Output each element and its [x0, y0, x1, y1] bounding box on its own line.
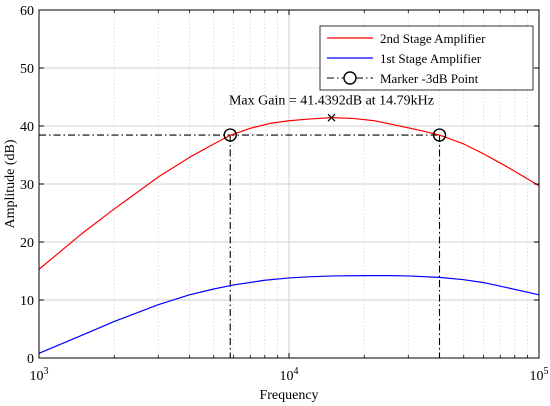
- y-tick-label: 30: [20, 178, 34, 193]
- max-gain-cross-stroke: [327, 113, 336, 122]
- grid: [39, 10, 539, 358]
- x-tick-exponent: 4: [294, 366, 299, 377]
- x-axis-label: Frequency: [259, 388, 318, 403]
- x-tick-base: 10: [30, 369, 44, 384]
- legend-marker-circle-icon: [343, 71, 357, 85]
- x-tick-label: 105: [530, 366, 549, 384]
- series-line-2nd-stage: [38, 117, 540, 270]
- x-tick-label: 103: [30, 366, 49, 384]
- max-gain-annotation: Max Gain = 41.4392dB at 14.79kHz: [229, 94, 434, 109]
- legend-label-2nd-stage: 2nd Stage Amplifier: [380, 31, 486, 46]
- x-tick-exponent: 3: [44, 366, 49, 377]
- y-tick-label: 20: [20, 236, 34, 251]
- legend-label-marker: Marker -3dB Point: [380, 71, 479, 86]
- y-tick-label: 10: [20, 294, 34, 309]
- x-tick-base: 10: [280, 369, 294, 384]
- y-axis-label: Amplitude (dB): [3, 139, 18, 228]
- marker-3db-point: [223, 128, 237, 142]
- plot-data: [38, 113, 540, 358]
- y-tick-label: 50: [20, 62, 34, 77]
- x-tick-label: 104: [280, 366, 299, 384]
- max-gain-point: [327, 113, 336, 122]
- legend: 2nd Stage Amplifier 1st Stage Amplifier …: [319, 25, 534, 91]
- y-tick-label: 0: [27, 352, 34, 367]
- y-tick-label: 40: [20, 120, 34, 135]
- legend-label-1st-stage: 1st Stage Amplifier: [380, 51, 482, 66]
- x-tick-base: 10: [530, 369, 544, 384]
- series-line-1st-stage: [38, 275, 540, 354]
- y-tick-label: 60: [20, 4, 34, 19]
- marker-3db-point: [432, 128, 447, 142]
- x-tick-exponent: 5: [544, 366, 549, 377]
